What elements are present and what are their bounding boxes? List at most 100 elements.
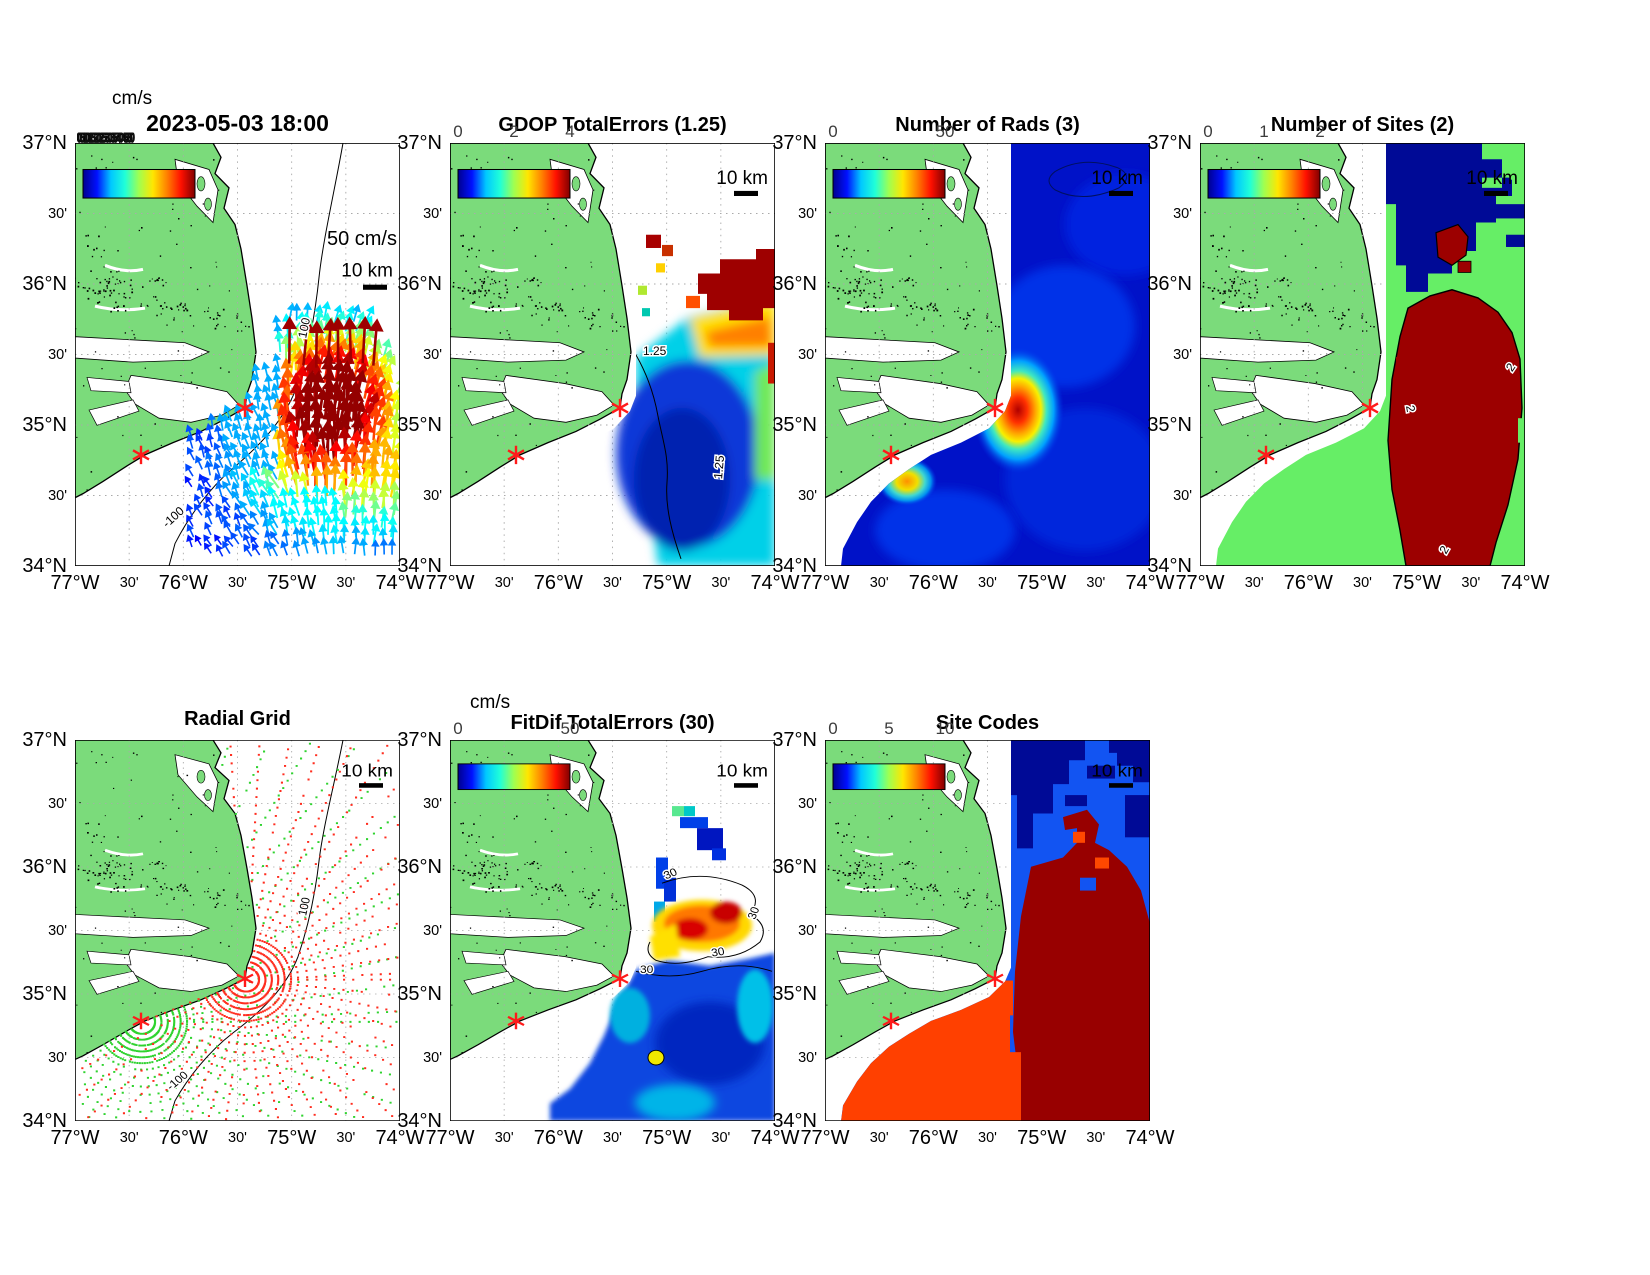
axis-tick-lon: 77°W <box>1175 572 1225 594</box>
current-vector <box>351 536 361 555</box>
current-vector <box>263 540 272 557</box>
current-vector <box>249 488 260 508</box>
axis-tick-lon: 75°W <box>267 572 317 594</box>
axis-tick-lon: 30' <box>1461 575 1481 591</box>
axis-tick-lat: 35°N <box>22 414 67 436</box>
axis-tick-lat: 34°N <box>22 1110 67 1132</box>
axis-tick-lat: 30' <box>48 795 67 812</box>
current-vector <box>204 495 214 507</box>
colorbar-tick: 5 <box>884 719 894 738</box>
current-vector <box>292 526 302 544</box>
current-vector <box>194 534 202 546</box>
axis-tick-lon: 30' <box>119 575 139 591</box>
axis-tick-lat: 34°N <box>397 1110 442 1132</box>
current-vector <box>371 523 381 544</box>
current-vector <box>266 518 278 535</box>
axis-tick-lon: 30' <box>119 1130 139 1146</box>
colorbar-tick: 0 <box>453 719 463 738</box>
current-vector <box>203 502 212 515</box>
current-vector <box>320 536 329 555</box>
axis-tick-lat: 37°N <box>22 729 67 751</box>
axis-tick-lon: 76°W <box>908 1127 958 1149</box>
current-vector <box>371 539 380 556</box>
current-vector <box>250 459 260 477</box>
current-vector <box>238 460 250 476</box>
current-vector <box>203 542 212 554</box>
axis-tick-lat: 37°N <box>397 132 442 154</box>
current-vector <box>224 420 234 438</box>
current-vector <box>286 434 300 470</box>
current-vector <box>277 469 290 496</box>
axis-tick-lon: 30' <box>1353 575 1372 591</box>
axis-tick-lat: 37°N <box>772 132 817 154</box>
axis-tick-lat: 34°N <box>397 555 442 577</box>
scale-bar <box>1109 190 1133 197</box>
colorbar-tick: 1 <box>1259 122 1269 141</box>
current-vector <box>231 481 240 499</box>
axis-tick-lon: 75°W <box>267 1127 317 1149</box>
current-vector <box>358 441 372 476</box>
current-vector <box>272 352 282 371</box>
current-vector <box>252 423 262 441</box>
scale-bar <box>734 783 758 788</box>
current-vector <box>292 302 302 321</box>
current-vector <box>357 315 373 364</box>
map-currents: 100 -100 50 cm/s 10 km <box>75 143 400 566</box>
current-vector <box>196 482 205 498</box>
axis-tick-lat: 30' <box>423 795 442 812</box>
axis-tick-lat: 34°N <box>22 555 67 577</box>
axis-tick-lon: 76°W <box>533 572 583 594</box>
scale-bar <box>734 190 758 197</box>
current-vector <box>300 453 313 486</box>
axis-tick-lon: 30' <box>603 1130 622 1146</box>
current-vector <box>284 455 298 486</box>
axis-tick-lon: 77°W <box>800 1127 850 1149</box>
current-vector <box>215 452 224 469</box>
axis-tick-lon: 30' <box>978 1130 997 1146</box>
current-vector <box>337 535 347 554</box>
current-vector <box>233 412 243 430</box>
axis-tick-lon: 74°W <box>1125 572 1175 594</box>
current-vector <box>215 481 224 498</box>
current-vector <box>231 490 242 506</box>
axis-tick-lon: 76°W <box>1283 572 1333 594</box>
axis-tick-lon: 75°W <box>1017 1127 1067 1149</box>
axis-tick-lon: 30' <box>711 575 731 591</box>
colorbar-tick: 4 <box>565 122 575 141</box>
axis-tick-lon: 76°W <box>533 1127 583 1149</box>
colorbar-tick: 0 <box>828 122 838 141</box>
axis-tick-lon: 30' <box>1244 575 1264 591</box>
current-vector <box>193 503 203 516</box>
axis-tick-lat: 35°N <box>1147 414 1192 436</box>
current-vector <box>222 540 231 554</box>
axis-tick-lon: 74°W <box>1500 572 1550 594</box>
axis-tick-lat: 35°N <box>772 983 817 1005</box>
axis-tick-lon: 75°W <box>1017 572 1067 594</box>
current-vector <box>244 422 253 440</box>
current-vector <box>223 404 233 422</box>
axis-tick-lat: 30' <box>798 1049 817 1066</box>
current-vector <box>279 487 289 508</box>
axis-tick-lat: 30' <box>423 205 442 222</box>
axis-tick-lat: 30' <box>1173 205 1192 222</box>
current-vector <box>242 532 251 547</box>
axis-tick-lon: 74°W <box>1125 1127 1175 1149</box>
axis-tick-lon: 30' <box>869 1130 889 1146</box>
colorbar-tick: 50 <box>560 719 580 738</box>
axis-tick-lat: 30' <box>423 1049 442 1066</box>
current-vector <box>223 450 233 467</box>
current-vector <box>269 498 279 519</box>
current-vector <box>337 480 349 508</box>
contour-label: 100 <box>297 897 313 917</box>
axis-tick-lat: 37°N <box>772 729 817 751</box>
current-vector <box>252 391 262 410</box>
current-vector <box>285 442 300 477</box>
current-vector <box>249 510 260 526</box>
current-vector <box>250 498 262 515</box>
current-vector <box>250 431 260 450</box>
current-vector <box>204 486 213 498</box>
axis-tick-lat: 36°N <box>397 273 442 295</box>
panel-title-sitecodes: Site Codes <box>935 712 1040 734</box>
current-vector <box>205 451 214 467</box>
axis-tick-lon: 30' <box>1086 1130 1106 1146</box>
